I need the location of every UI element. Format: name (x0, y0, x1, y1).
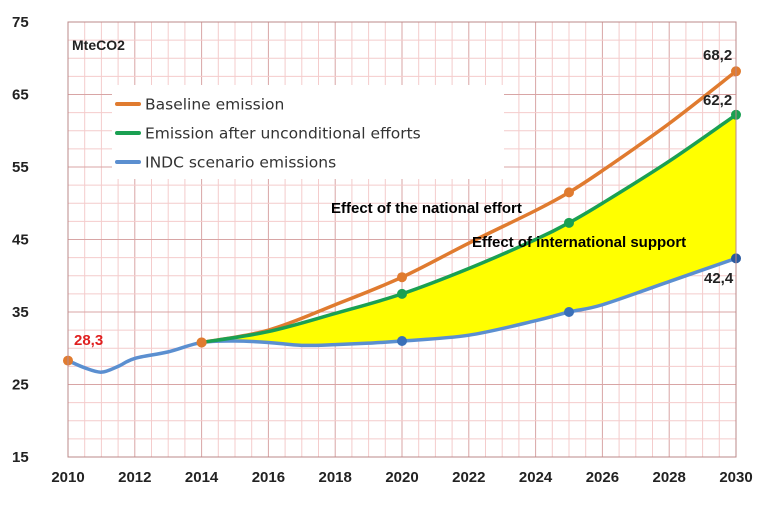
y-tick-label: 45 (12, 232, 29, 249)
x-tick-label: 2026 (586, 469, 619, 486)
x-tick-label: 2010 (51, 469, 84, 486)
marker-baseline-2025 (564, 187, 574, 198)
x-tick-label: 2030 (719, 469, 752, 486)
x-tick-label: 2018 (319, 469, 352, 486)
marker-baseline-2014 (196, 337, 207, 348)
annotation-international-support: Effect of international support (472, 234, 686, 251)
axis-ticks: 2010 2012 2014 2016 2018 2020 2022 2024 2026 2028… (12, 14, 753, 486)
series-line-baseline (199, 69, 738, 345)
data-label-unconditional-end: 62,2 (703, 92, 732, 109)
x-tick-label: 2022 (452, 469, 485, 486)
legend-label-unconditional: Emission after unconditional efforts (145, 125, 421, 143)
x-tick-label: 2012 (118, 469, 151, 486)
effect-fill-area (201, 114, 737, 346)
marker-unconditional-2025 (564, 217, 574, 228)
data-label-baseline-end: 68,2 (703, 47, 732, 64)
marker-baseline-2020 (397, 272, 407, 283)
plot-frame (67, 21, 737, 458)
data-label-indc-end: 42,4 (704, 270, 734, 287)
y-tick-label: 35 (12, 304, 29, 321)
x-tick-label: 2020 (385, 469, 418, 486)
x-tick-label: 2014 (185, 469, 219, 486)
legend-label-indc: INDC scenario emissions (145, 154, 336, 172)
y-tick-label: 15 (12, 449, 29, 466)
annotation-national-effort: Effect of the national effort (331, 200, 522, 217)
legend: Baseline emission Emission after uncondi… (112, 85, 504, 179)
x-tick-label: 2024 (519, 469, 553, 486)
y-tick-label: 75 (12, 14, 29, 31)
y-tick-label: 65 (12, 87, 29, 104)
series-line-unconditional (199, 113, 738, 345)
legend-box (112, 85, 504, 179)
unit-label: MteCO2 (72, 37, 125, 53)
data-label-start: 28,3 (74, 332, 103, 349)
legend-label-baseline: Baseline emission (145, 96, 284, 114)
y-tick-label: 25 (12, 377, 29, 394)
x-tick-label: 2016 (252, 469, 285, 486)
marker-indc-2020 (397, 336, 407, 346)
y-tick-label: 55 (12, 159, 29, 176)
x-tick-label: 2028 (653, 469, 686, 486)
marker-indc-2025 (564, 307, 574, 317)
marker-unconditional-2020 (397, 288, 407, 299)
yellow-fill-area (201, 114, 737, 346)
